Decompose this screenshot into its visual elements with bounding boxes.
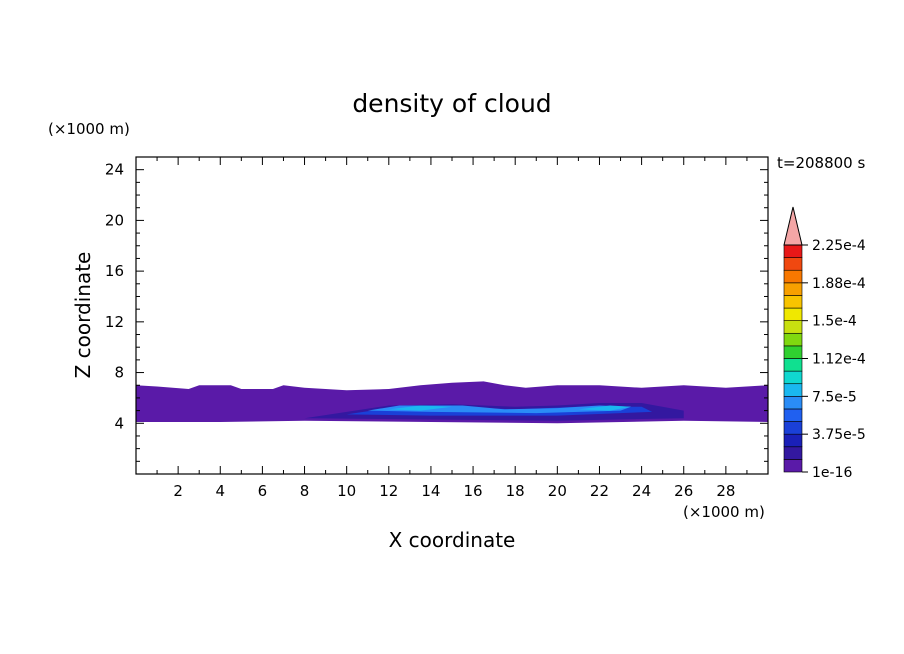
colorbar-cell bbox=[783, 358, 803, 372]
colorbar-label: 3.75e-5 bbox=[812, 427, 866, 443]
y-tick-label: 8 bbox=[114, 364, 124, 382]
y-tick-label: 16 bbox=[105, 262, 124, 280]
colorbar-cell bbox=[783, 257, 803, 271]
x-tick-label: 24 bbox=[632, 482, 651, 500]
time-label: t=208800 s bbox=[777, 154, 865, 172]
colorbar-cell bbox=[783, 307, 803, 321]
x-tick-label: 6 bbox=[258, 482, 268, 500]
colorbar: 1e-16 3.75e-5 7.5e-5 1.12e-4 1.5e-4 1.88e-4 2.… bbox=[783, 206, 866, 481]
colorbar-cell bbox=[783, 459, 803, 473]
colorbar-cell bbox=[783, 269, 803, 284]
colorbar-cell bbox=[783, 446, 803, 460]
x-tick-label: 4 bbox=[215, 482, 225, 500]
colorbar-labels: 1e-16 3.75e-5 7.5e-5 1.12e-4 1.5e-4 1.88e-4 2.… bbox=[802, 238, 866, 481]
colorbar-label: 7.5e-5 bbox=[812, 389, 857, 405]
y-tick-label: 20 bbox=[105, 211, 124, 229]
x-tick-label: 12 bbox=[379, 482, 398, 500]
cloud-density-field bbox=[136, 381, 768, 424]
colorbar-label: 1e-16 bbox=[812, 465, 852, 481]
cloud-level-5 bbox=[388, 405, 452, 411]
x-tick-label: 8 bbox=[300, 482, 310, 500]
colorbar-cell bbox=[783, 244, 803, 258]
y-tick-label: 12 bbox=[105, 313, 124, 331]
colorbar-label: 1.12e-4 bbox=[812, 352, 866, 368]
colorbar-extend-arrow bbox=[783, 206, 803, 246]
colorbar-cell bbox=[783, 433, 803, 448]
colorbar-cell bbox=[783, 282, 803, 296]
x-tick-label: 26 bbox=[674, 482, 693, 500]
colorbar-cell bbox=[783, 396, 803, 410]
colorbar-cell bbox=[783, 320, 803, 334]
colorbar-label: 1.88e-4 bbox=[812, 276, 866, 292]
x-tick-label: 20 bbox=[548, 482, 567, 500]
colorbar-cell bbox=[783, 421, 803, 435]
colorbar-cell bbox=[783, 345, 803, 359]
colorbar-label: 1.5e-4 bbox=[812, 314, 857, 330]
x-axis-ticks: 2 4 6 8 10 12 14 16 18 20 22 24 26 28 bbox=[156, 157, 748, 500]
colorbar-cell bbox=[783, 370, 803, 385]
colorbar-cell bbox=[783, 332, 803, 347]
x-tick-label: 10 bbox=[337, 482, 356, 500]
x-tick-label: 14 bbox=[421, 482, 440, 500]
chart-title: density of cloud bbox=[352, 89, 551, 118]
cloud-level-5b bbox=[578, 405, 632, 411]
x-tick-label: 18 bbox=[506, 482, 525, 500]
x-tick-label: 28 bbox=[716, 482, 735, 500]
colorbar-cell bbox=[783, 295, 803, 309]
y-axis-label: Z coordinate bbox=[71, 252, 95, 379]
x-tick-label: 2 bbox=[173, 482, 183, 500]
y-tick-label: 24 bbox=[105, 161, 124, 179]
x-tick-label: 16 bbox=[464, 482, 483, 500]
plot-frame bbox=[135, 156, 769, 475]
x-tick-label: 22 bbox=[590, 482, 609, 500]
colorbar-cells bbox=[783, 244, 803, 473]
y-axis-ticks: 4 8 12 16 20 24 bbox=[105, 161, 768, 462]
colorbar-label: 2.25e-4 bbox=[812, 238, 866, 254]
x-unit-label: (×1000 m) bbox=[683, 503, 765, 521]
y-tick-label: 4 bbox=[114, 414, 124, 432]
x-axis-label: X coordinate bbox=[389, 528, 516, 552]
colorbar-cell bbox=[783, 383, 803, 397]
y-unit-label: (×1000 m) bbox=[48, 120, 130, 138]
colorbar-cell bbox=[783, 408, 803, 422]
